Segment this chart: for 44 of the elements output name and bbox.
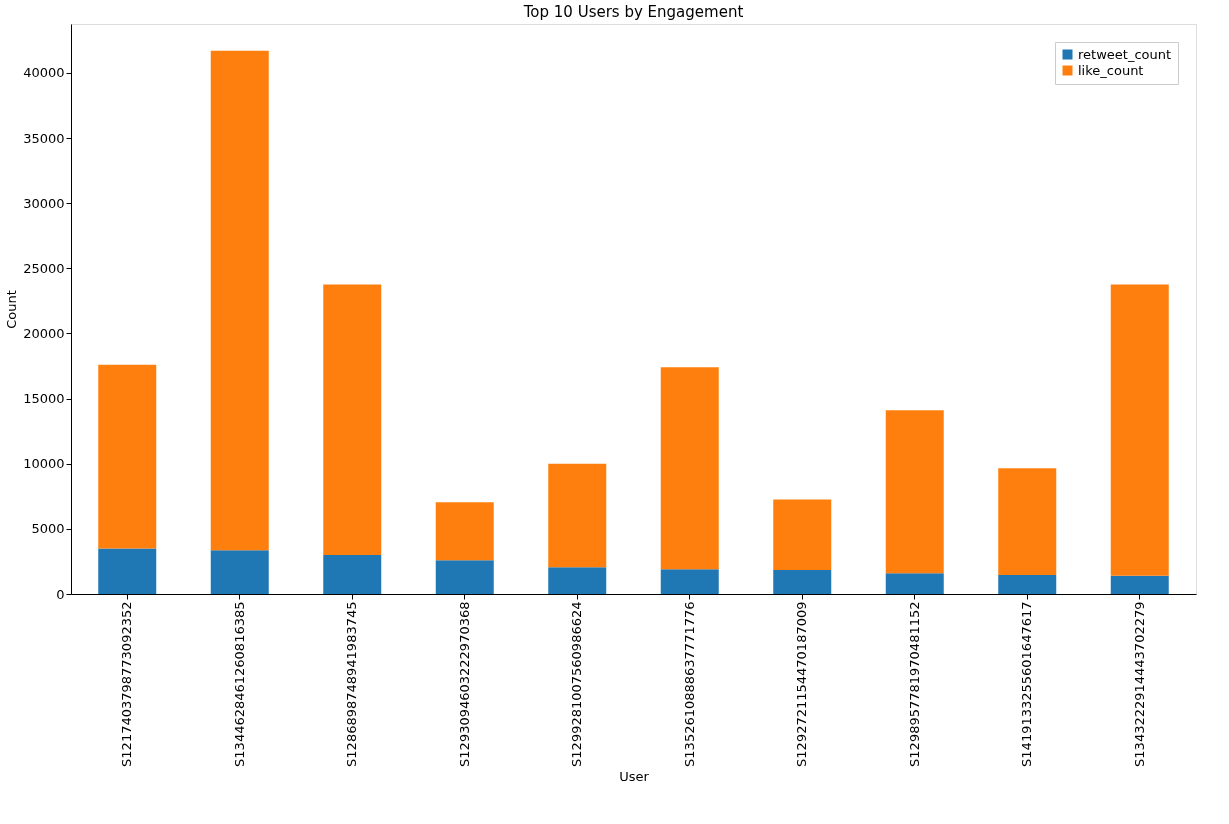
x-tick-label: S1293094603222970368 [456,601,472,767]
y-tick-label: 30000 [23,195,65,211]
bar [773,569,832,594]
bar [773,499,832,570]
bar [998,468,1057,576]
bar [660,367,719,570]
chart-title: Top 10 Users by Engagement [522,3,744,21]
x-tick-label: S1419133255601647617 [1019,601,1035,767]
x-tick-label: S1344628461260816385 [231,601,247,767]
bar [210,50,269,551]
bar [1110,284,1169,576]
y-axis-title: Count [4,290,20,329]
x-tick-label: S1298957781970481152 [906,601,922,767]
bar [98,548,157,594]
y-tick-label: 25000 [23,260,65,276]
bar [885,573,944,594]
y-tick-label: 35000 [23,130,65,146]
x-tick-label: S1217403798773092352 [119,601,135,767]
bar [210,550,269,594]
bar [323,554,382,594]
bar [548,463,607,568]
y-tick-label: 0 [56,586,65,602]
x-tick-label: S1292721154470187009 [794,601,810,767]
bar [660,569,719,594]
bar [98,364,157,549]
x-tick-label: S1343222914443702279 [1131,601,1147,767]
x-tick-label: S1299281007560986624 [569,601,585,767]
y-tick-label: 20000 [23,325,65,341]
y-tick-label: 15000 [23,391,65,407]
x-tick-label: S1352610888637771776 [681,601,697,767]
bar [1110,575,1169,594]
y-tick-label: 10000 [23,456,65,472]
bar [548,567,607,594]
bar [885,410,944,574]
bar [323,284,382,555]
y-tick-label: 5000 [31,521,65,537]
bar [998,575,1057,594]
y-tick-label: 40000 [23,65,65,81]
bar [435,560,494,594]
bar [435,502,494,561]
x-tick-label: S1286898748941983745 [344,601,360,767]
legend-label: retweet_count [1078,46,1172,62]
legend-label: like_count [1078,62,1144,78]
x-axis-title: User [619,768,650,784]
